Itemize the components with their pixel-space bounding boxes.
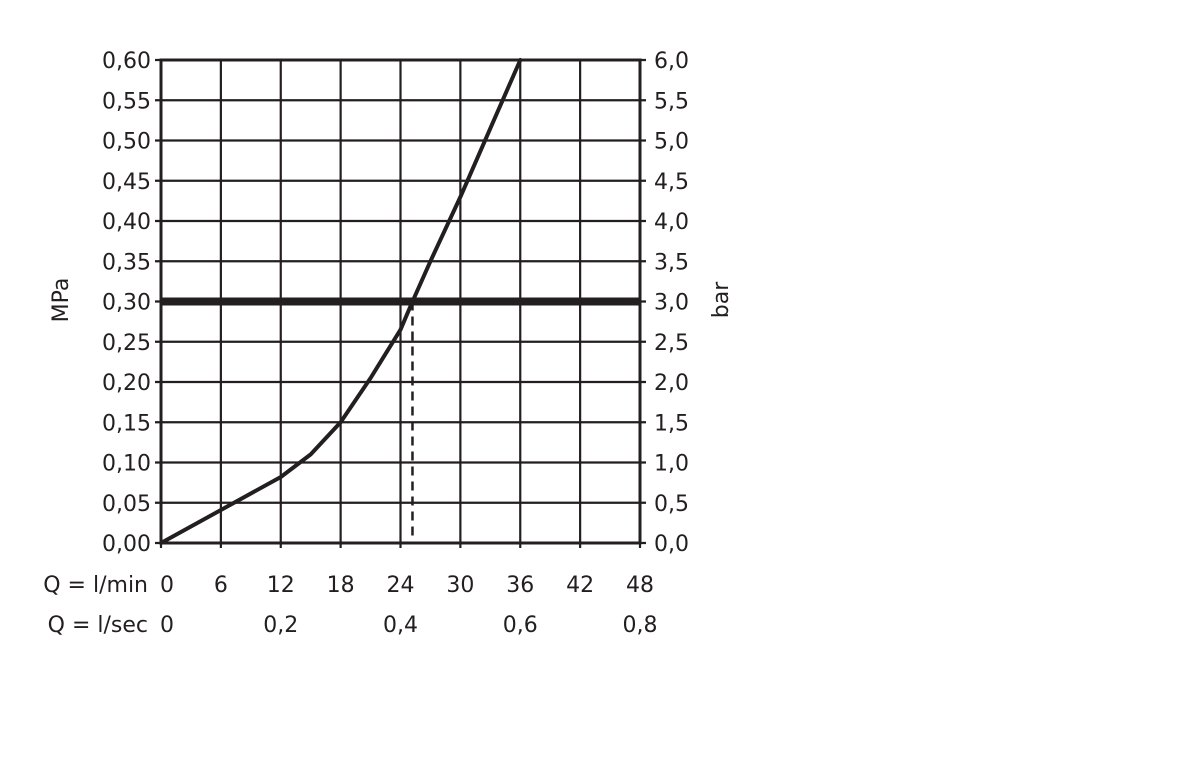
y2-tick-label: 1,5 [654,411,689,436]
y-tick-label: 0,45 [102,170,151,195]
x-row-label: Q = l/min [43,573,148,598]
y2-tick-label: 3,5 [654,250,689,275]
x-tick-label: 24 [387,573,415,598]
y-axis-label: MPa [49,278,74,323]
y-tick-label: 0,60 [102,49,151,74]
y2-tick-label: 6,0 [654,49,689,74]
x-tick-label: 12 [267,573,295,598]
x-tick-label: 6 [214,573,228,598]
x-tick-label: 36 [506,573,534,598]
y-tick-label: 0,35 [102,250,151,275]
x-tick-label: 0 [160,573,174,598]
y-tick-label: 0,50 [102,130,151,155]
x2-tick-label: 0,8 [623,613,658,638]
x2-tick-label: 0,2 [263,613,298,638]
x2-row-label: Q = l/sec [48,613,148,638]
y-tick-label: 0,10 [102,452,151,477]
y2-tick-label: 2,5 [654,331,689,356]
x-tick-label: 48 [626,573,654,598]
x2-tick-label: 0,6 [503,613,538,638]
y2-tick-label: 5,5 [654,89,689,114]
y2-axis-label: bar [709,281,734,318]
x2-tick-label: 0 [160,613,174,638]
y-tick-label: 0,55 [102,89,151,114]
x-tick-label: 30 [446,573,474,598]
y-tick-label: 0,40 [102,210,151,235]
y-tick-label: 0,20 [102,371,151,396]
y2-tick-label: 0,0 [654,532,689,557]
x2-tick-label: 0,4 [383,613,418,638]
y2-tick-label: 1,0 [654,452,689,477]
y2-tick-label: 4,5 [654,170,689,195]
y2-tick-label: 4,0 [654,210,689,235]
y2-tick-label: 3,0 [654,291,689,316]
x-tick-label: 18 [327,573,355,598]
y-tick-label: 0,05 [102,492,151,517]
series-line [159,58,523,545]
y2-tick-label: 0,5 [654,492,689,517]
y-tick-label: 0,15 [102,411,151,436]
y-tick-label: 0,25 [102,331,151,356]
y2-tick-label: 2,0 [654,371,689,396]
x-tick-label: 42 [566,573,594,598]
y2-tick-label: 5,0 [654,130,689,155]
y-tick-label: 0,00 [102,532,151,557]
y-tick-label: 0,30 [102,291,151,316]
